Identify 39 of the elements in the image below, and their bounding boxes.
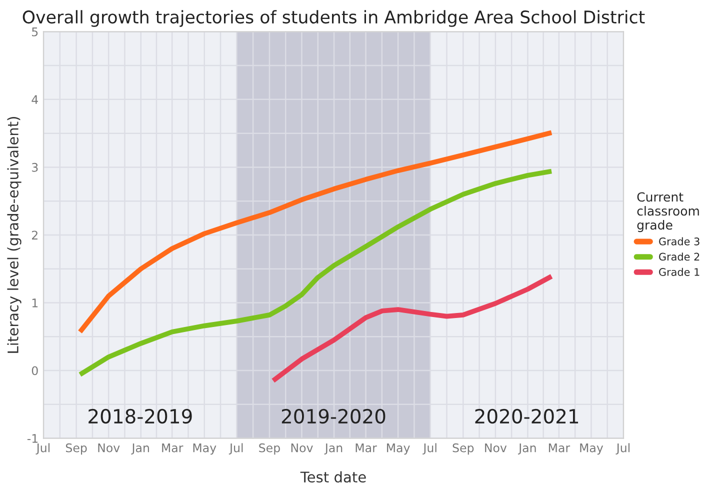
y-tick-label: 3 <box>32 162 38 172</box>
x-tick-label: Jan <box>324 444 342 454</box>
x-tick-label: Jul <box>36 443 50 454</box>
x-tick-label: Mar <box>162 444 184 452</box>
legend-label: Grade 3 <box>659 237 700 246</box>
annotation: 2020-2021 <box>475 408 578 424</box>
x-tick-label: Nov <box>485 444 507 452</box>
x-tick-label: May <box>580 444 604 455</box>
band-label: 2019-2020 <box>282 408 386 424</box>
y-tick-label: 4 <box>32 95 38 104</box>
x-tick-label: Sep <box>259 443 280 455</box>
x-tick-label: Mar <box>548 444 570 452</box>
x-tick-label: Jan <box>518 444 536 454</box>
x-tick-label: Nov <box>291 444 313 452</box>
legend-title: Current classroom grade <box>637 192 699 232</box>
x-tick-label: Sep <box>66 443 87 455</box>
chart-title: Overall growth trajectories of students in Ambridge Area School District <box>22 10 645 27</box>
line-series <box>270 274 554 384</box>
x-tick-label: Jan <box>131 444 149 454</box>
x-tick-label: Jul <box>228 443 243 454</box>
y-tick-label: 5 <box>32 28 38 36</box>
legend-label: Grade 1 <box>659 268 700 276</box>
x-tick-label: Jul <box>616 443 630 454</box>
y-tick-label: 2 <box>32 230 38 240</box>
legend-label: Grade 2 <box>659 252 700 261</box>
y-tick-label: 1 <box>32 298 38 308</box>
y-tick-label: -1 <box>27 434 38 443</box>
annotation: 2018-2019 <box>88 408 192 424</box>
x-tick-label: May <box>387 444 410 455</box>
line-series <box>78 130 554 334</box>
x-tick-label: May <box>193 444 216 455</box>
x-axis-title: Test date <box>300 471 366 483</box>
x-tick-label: Nov <box>98 444 120 452</box>
line-series <box>78 168 554 378</box>
y-axis-title: Literacy level (grade-equivalent) <box>7 116 22 353</box>
x-tick-label: Mar <box>356 444 377 452</box>
y-tick-label: 0 <box>32 366 38 376</box>
x-tick-label: Jul <box>422 443 436 454</box>
x-tick-label: Sep <box>452 443 474 455</box>
